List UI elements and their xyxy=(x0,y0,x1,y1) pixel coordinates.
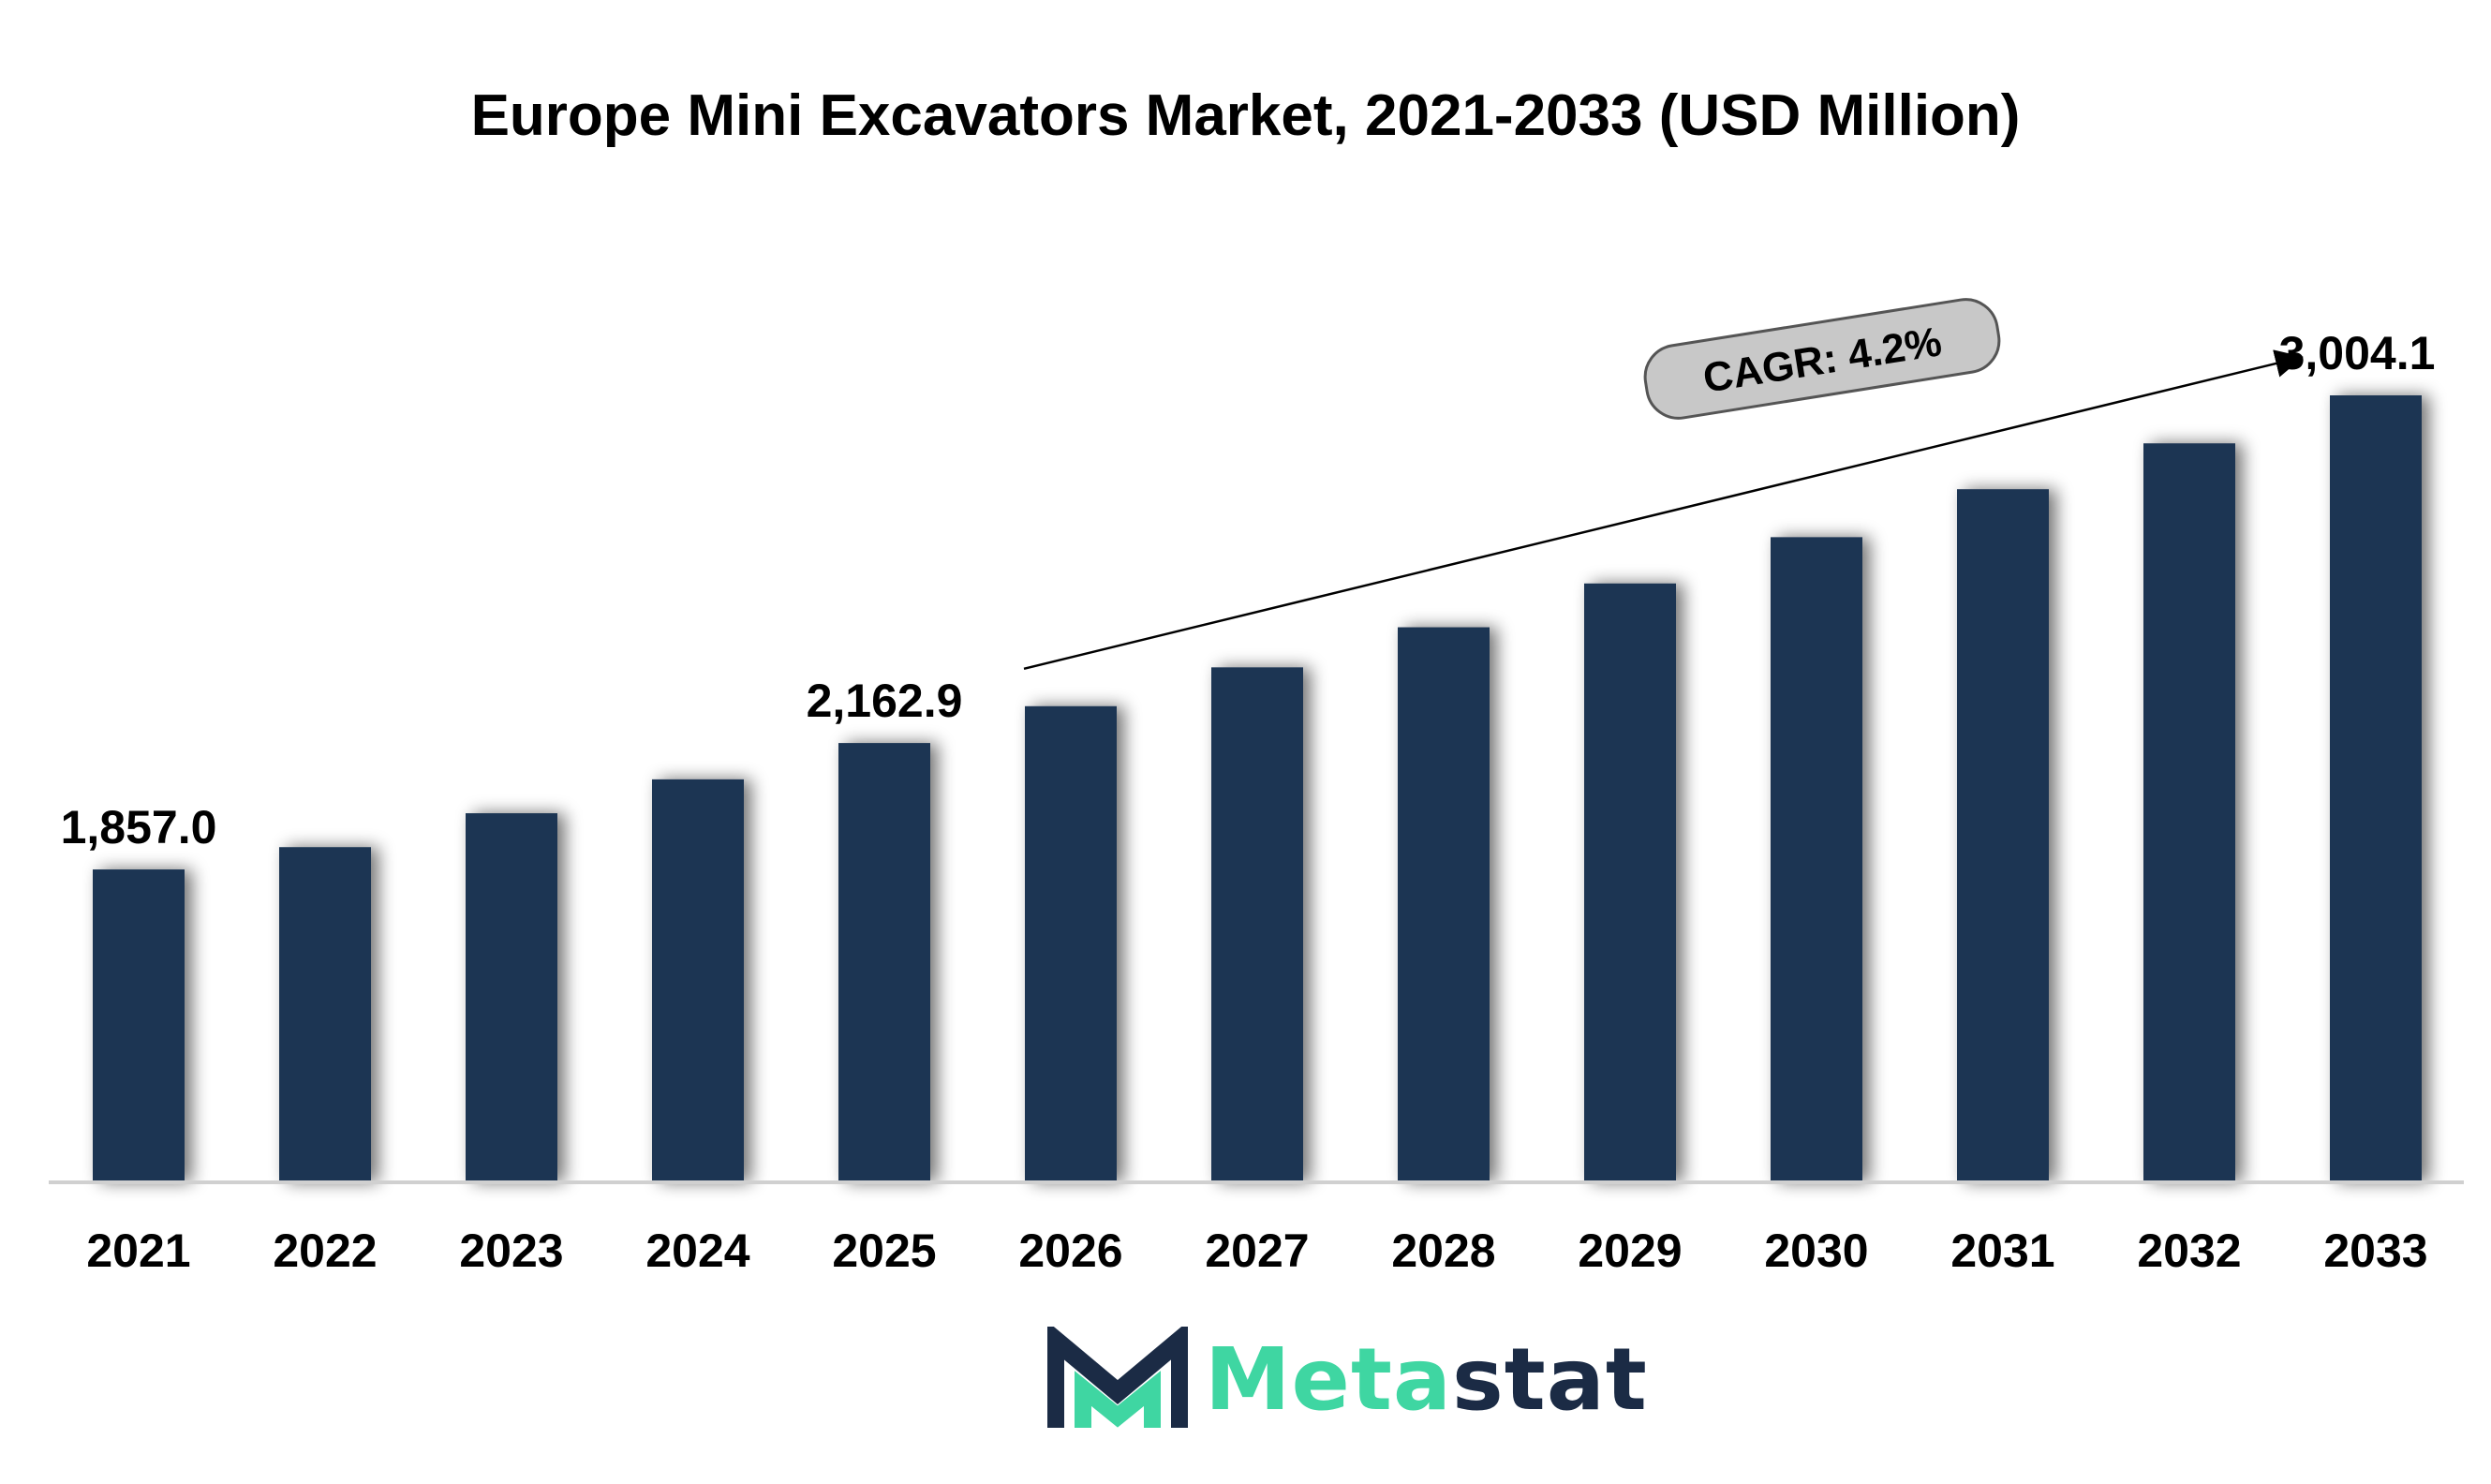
cagr-arrow xyxy=(1023,349,2304,671)
bar-2021 xyxy=(93,869,185,1182)
bar-2025 xyxy=(838,743,930,1182)
x-tick-2032: 2032 xyxy=(2137,1224,2241,1277)
x-tick-2025: 2025 xyxy=(832,1224,936,1277)
metastat-m-logo-icon xyxy=(1047,1327,1188,1428)
bar-2030 xyxy=(1771,537,1862,1182)
x-tick-2033: 2033 xyxy=(2323,1224,2427,1277)
logo-wordmark: Metastat xyxy=(1205,1329,1648,1430)
x-tick-2021: 2021 xyxy=(86,1224,190,1277)
bars-group xyxy=(93,395,2422,1182)
bar-2024 xyxy=(652,779,744,1182)
cagr-badge xyxy=(1643,298,2001,420)
x-tick-2027: 2027 xyxy=(1205,1224,1309,1277)
bar-2032 xyxy=(2143,443,2235,1182)
bar-2023 xyxy=(466,813,557,1182)
x-tick-2022: 2022 xyxy=(273,1224,377,1277)
x-tick-2026: 2026 xyxy=(1018,1224,1122,1277)
bar-2027 xyxy=(1211,667,1303,1182)
bar-2028 xyxy=(1398,627,1490,1182)
x-tick-2030: 2030 xyxy=(1764,1224,1868,1277)
bar-2026 xyxy=(1025,705,1117,1182)
logo-text-accent: Meta xyxy=(1205,1328,1453,1430)
chart-title: Europe Mini Excavators Market, 2021-2033… xyxy=(470,83,2021,148)
bar-2033 xyxy=(2330,395,2422,1182)
bar-2022 xyxy=(279,847,371,1182)
x-tick-2024: 2024 xyxy=(645,1224,749,1277)
logo-text-dark: stat xyxy=(1452,1328,1648,1430)
bar-2031 xyxy=(1957,489,2049,1182)
data-label-2021: 1,857.0 xyxy=(61,801,217,853)
x-tick-2031: 2031 xyxy=(1950,1224,2054,1277)
data-labels: 1,857.0 2,162.9 3,004.1 xyxy=(61,327,2436,853)
data-label-2033: 3,004.1 xyxy=(2279,327,2436,379)
x-tick-2028: 2028 xyxy=(1391,1224,1495,1277)
bar-2029 xyxy=(1584,583,1676,1182)
x-tick-2029: 2029 xyxy=(1578,1224,1682,1277)
metastat-logo: Metastat xyxy=(1047,1323,1648,1435)
x-axis-ticks: 2021 2022 2023 2024 2025 2026 2027 2028 2029 2030… xyxy=(86,1224,2427,1277)
data-label-2025: 2,162.9 xyxy=(807,675,963,727)
x-tick-2023: 2023 xyxy=(459,1224,563,1277)
